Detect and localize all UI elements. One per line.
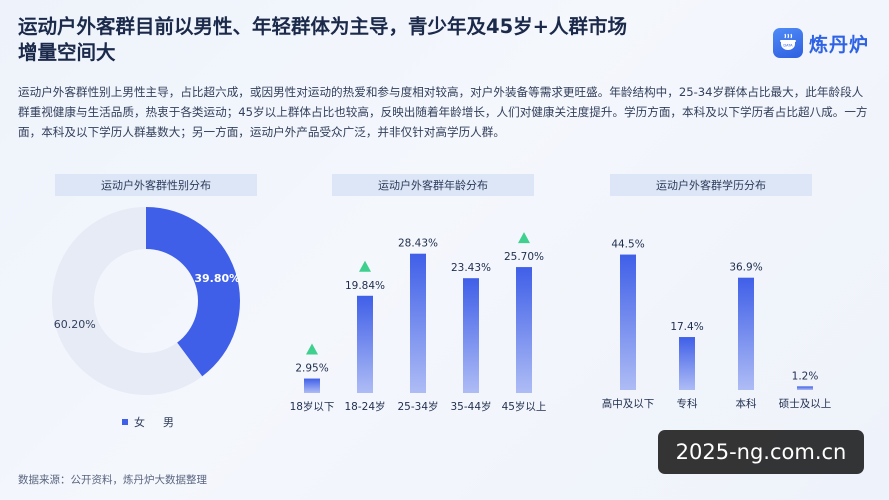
brand-logo-icon: DATA (772, 28, 803, 58)
description-text: 运动户外客群性别上男性主导，占比超六成，或因男性对运动的热爱和参与度相对较高，对… (18, 85, 868, 139)
page-title-line1: 运动户外客群目前以男性、年轻群体为主导，青少年及45岁+人群市场 (18, 15, 627, 38)
legend-swatch-female (122, 419, 128, 425)
age-bar (357, 295, 373, 393)
page-title-line2: 增量空间大 (18, 41, 116, 64)
donut-label-male: 60.20% (54, 318, 96, 331)
age-highlight-triangle (306, 343, 318, 355)
age-chart-title: 运动户外客群年龄分布 (332, 174, 534, 196)
age-value-label: 19.84% (345, 280, 385, 292)
gender-chart-title: 运动户外客群性别分布 (55, 174, 257, 196)
age-bar (410, 253, 426, 393)
age-category-label: 35-44岁 (450, 400, 491, 413)
legend-label-female: 女 (134, 416, 145, 429)
gender-legend: 女 男 (122, 414, 174, 430)
age-value-label: 28.43% (398, 238, 438, 250)
education-bar (679, 337, 695, 390)
age-category-label: 25-34岁 (397, 400, 438, 413)
age-category-label: 18岁以下 (290, 400, 335, 413)
page-title: 运动户外客群目前以男性、年轻群体为主导，青少年及45岁+人群市场 增量空间大 (18, 14, 738, 66)
age-highlight-triangle (359, 260, 371, 272)
education-value-label: 36.9% (729, 262, 762, 274)
donut-label-female: 39.80% (194, 272, 240, 285)
cauldron-icon: DATA (779, 33, 796, 50)
donut-slice-male (51, 207, 203, 395)
education-category-label: 硕士及以上 (779, 397, 832, 410)
education-category-label: 高中及以下 (602, 397, 655, 410)
education-value-label: 1.2% (792, 370, 819, 382)
education-category-label: 本科 (736, 397, 757, 410)
age-value-label: 23.43% (451, 262, 491, 274)
age-category-label: 18-24岁 (344, 400, 385, 413)
education-category-label: 专科 (677, 397, 698, 410)
legend-label-male: 男 (163, 416, 174, 429)
education-bar (620, 254, 636, 390)
education-chart-title: 运动户外客群学历分布 (610, 174, 812, 196)
age-category-label: 45岁以上 (502, 400, 547, 413)
age-bar (516, 267, 532, 393)
watermark-badge: 2025-ng.com.cn (658, 430, 864, 474)
source-note: 数据来源：公开资料，炼丹炉大数据整理 (18, 474, 207, 486)
age-bar (304, 378, 320, 393)
age-highlight-triangle (518, 232, 530, 244)
donut-slice-female (146, 207, 240, 377)
brand-logo: DATA 炼丹炉 (772, 26, 869, 60)
education-value-label: 44.5% (611, 239, 644, 251)
brand-logo-text: 炼丹炉 (808, 33, 869, 56)
age-value-label: 25.70% (504, 251, 544, 263)
brand-logo-mark-text: DATA (783, 44, 793, 48)
education-value-label: 17.4% (670, 321, 703, 333)
age-bar (463, 278, 479, 393)
age-value-label: 2.95% (295, 363, 328, 375)
education-bar (797, 386, 813, 390)
education-bar (738, 277, 754, 390)
